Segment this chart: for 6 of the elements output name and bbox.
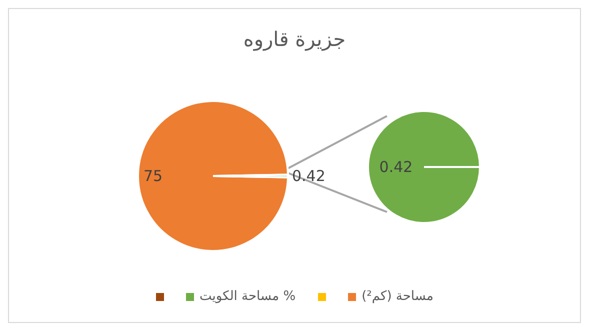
data-label: 0.42 <box>379 158 413 176</box>
data-label: 75 <box>143 167 163 185</box>
data-label: 0.42 <box>292 167 326 185</box>
legend-label: مساحة الكويت % <box>200 289 296 304</box>
legend-label: مساحة (كم²) <box>362 289 434 304</box>
chart-title: جزيرة قاروه <box>242 27 347 51</box>
